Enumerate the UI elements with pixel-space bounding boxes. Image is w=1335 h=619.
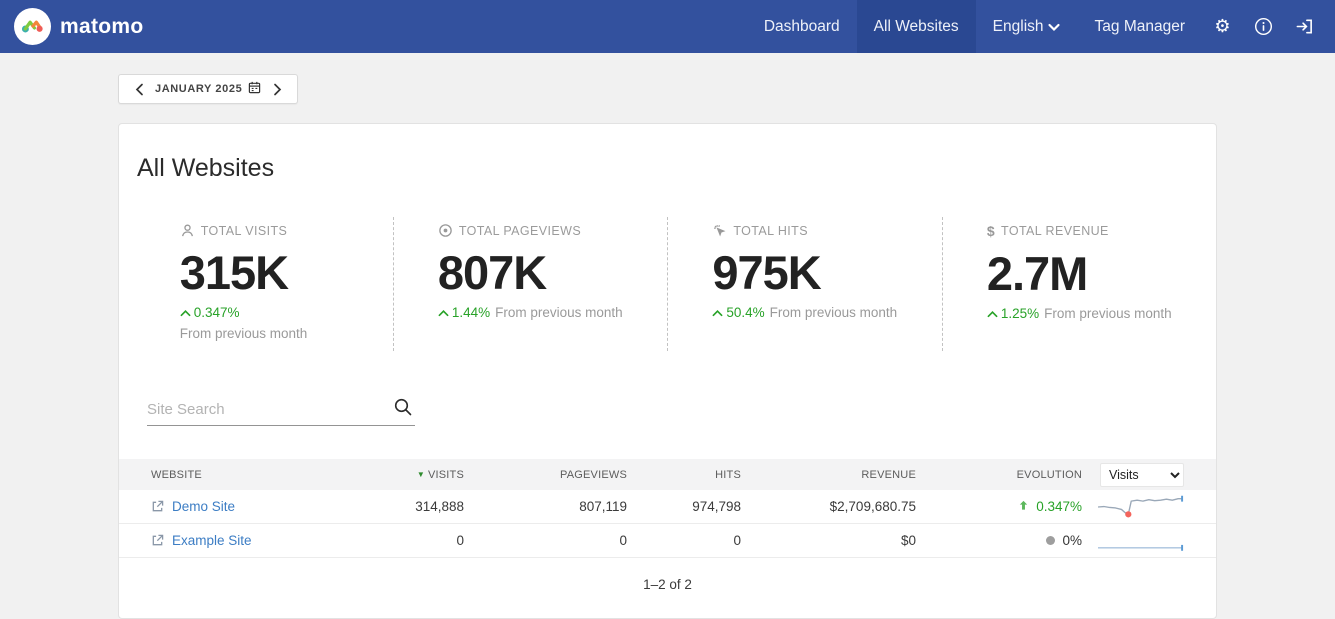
evolution-value: 0.347% <box>918 499 1084 514</box>
kpi-summary-row: TOTAL VISITS 315K 0.347% From previous m… <box>119 217 1217 352</box>
settings-gear-icon[interactable]: ⚙ <box>1214 15 1231 37</box>
table-row-demo-site: Demo Site 314,888 807,119 974,798 $2,709… <box>119 490 1218 525</box>
kpi-label: TOTAL PAGEVIEWS <box>458 223 582 238</box>
period-selector[interactable]: JANUARY 2025 <box>118 74 299 104</box>
evolution-metric-select[interactable]: Visits <box>1100 462 1184 487</box>
trend-flat-icon <box>1046 536 1056 546</box>
kpi-value: 315K <box>179 246 289 299</box>
pageviews-value: 0 <box>619 533 627 549</box>
nav-item-all-websites[interactable]: All Websites <box>856 0 976 53</box>
kpi-total-visits: TOTAL VISITS 315K 0.347% From previous m… <box>119 217 394 352</box>
all-websites-card: All Websites TOTAL VISITS 315K 0.347% Fr… <box>118 123 1217 619</box>
column-header-pageviews[interactable]: PAGEVIEWS <box>560 468 627 481</box>
kpi-total-revenue: $ TOTAL REVENUE 2.7M 1.25% From previous… <box>943 217 1217 351</box>
kpi-change-suffix: From previous month <box>179 325 308 341</box>
language-label: English <box>992 17 1044 35</box>
sparkline[interactable] <box>1084 528 1218 554</box>
site-link[interactable]: Demo Site <box>172 499 236 515</box>
kpi-value: 807K <box>437 246 547 299</box>
site-search <box>147 397 415 427</box>
revenue-value: $0 <box>900 533 916 549</box>
kpi-label: TOTAL HITS <box>733 223 808 238</box>
next-period-button[interactable] <box>265 75 289 103</box>
external-link-icon[interactable] <box>151 534 164 547</box>
navbar-spacer <box>157 0 746 53</box>
column-header-evolution[interactable]: EVOLUTION <box>1016 468 1082 481</box>
eye-icon <box>438 223 453 238</box>
column-header-visits[interactable]: ▼ VISITS <box>416 468 464 481</box>
pagination-label: 1–2 of 2 <box>643 577 692 593</box>
hits-value: 0 <box>733 533 741 549</box>
trend-up-icon <box>1018 499 1029 514</box>
kpi-value: 2.7M <box>986 247 1088 300</box>
sign-in-icon[interactable] <box>1284 17 1325 36</box>
sparkline[interactable] <box>1084 494 1218 520</box>
column-header-revenue[interactable]: REVENUE <box>861 468 916 481</box>
evolution-value: 0% <box>918 533 1084 548</box>
previous-period-button[interactable] <box>127 75 151 103</box>
page-title: All Websites <box>137 154 275 182</box>
kpi-change-suffix: From previous month <box>495 305 623 320</box>
kpi-label: TOTAL VISITS <box>200 223 288 238</box>
kpi-value: 975K <box>712 246 821 299</box>
search-icon[interactable] <box>393 397 413 422</box>
kpi-change: 50.4% <box>726 305 765 320</box>
visits-value: 314,888 <box>415 499 464 515</box>
sort-descending-icon: ▼ <box>416 469 425 479</box>
matomo-logo-icon <box>14 8 51 45</box>
chevron-down-icon <box>1047 20 1061 34</box>
revenue-value: $2,709,680.75 <box>829 499 916 515</box>
brand-name: matomo <box>60 14 144 38</box>
column-header-website[interactable]: WEBSITE <box>151 468 202 481</box>
kpi-change-suffix: From previous month <box>769 305 898 320</box>
matomo-logo[interactable]: matomo <box>0 0 157 53</box>
site-search-input[interactable] <box>147 397 415 427</box>
kpi-total-hits: TOTAL HITS 975K 50.4% From previous mont… <box>668 217 943 352</box>
kpi-change: 1.44% <box>451 305 491 320</box>
kpi-change: 0.347% <box>193 305 240 320</box>
click-icon <box>712 223 727 238</box>
kpi-label: TOTAL REVENUE <box>1001 224 1109 238</box>
info-icon[interactable] <box>1243 17 1284 36</box>
hits-value: 974,798 <box>692 499 741 515</box>
person-icon <box>180 223 195 238</box>
kpi-change-suffix: From previous month <box>1044 306 1172 321</box>
top-navbar: matomo Dashboard All Websites English Ta… <box>0 0 1335 53</box>
evolution-metric-cell: Visits <box>1084 462 1218 487</box>
nav-item-dashboard[interactable]: Dashboard <box>763 17 840 35</box>
external-link-icon[interactable] <box>151 500 164 513</box>
column-header-hits[interactable]: HITS <box>715 468 741 481</box>
site-link[interactable]: Example Site <box>172 533 252 549</box>
kpi-total-pageviews: TOTAL PAGEVIEWS 807K 1.44% From previous… <box>394 217 668 352</box>
dollar-icon: $ <box>986 223 996 239</box>
websites-table: WEBSITE ▼ VISITS PAGEVIEWS HITS REVENUE E… <box>119 459 1216 618</box>
table-row-example-site: Example Site 0 0 0 $0 0% <box>119 524 1218 559</box>
pageviews-value: 807,119 <box>579 499 627 515</box>
calendar-icon <box>248 81 261 97</box>
kpi-change: 1.25% <box>1000 306 1040 321</box>
nav-item-tag-manager[interactable]: Tag Manager <box>1094 17 1185 35</box>
period-label[interactable]: JANUARY 2025 <box>155 81 261 97</box>
visits-value: 0 <box>456 533 464 549</box>
nav-item-language[interactable]: English <box>976 0 1078 53</box>
table-header-row: WEBSITE ▼ VISITS PAGEVIEWS HITS REVENUE E… <box>119 459 1218 491</box>
